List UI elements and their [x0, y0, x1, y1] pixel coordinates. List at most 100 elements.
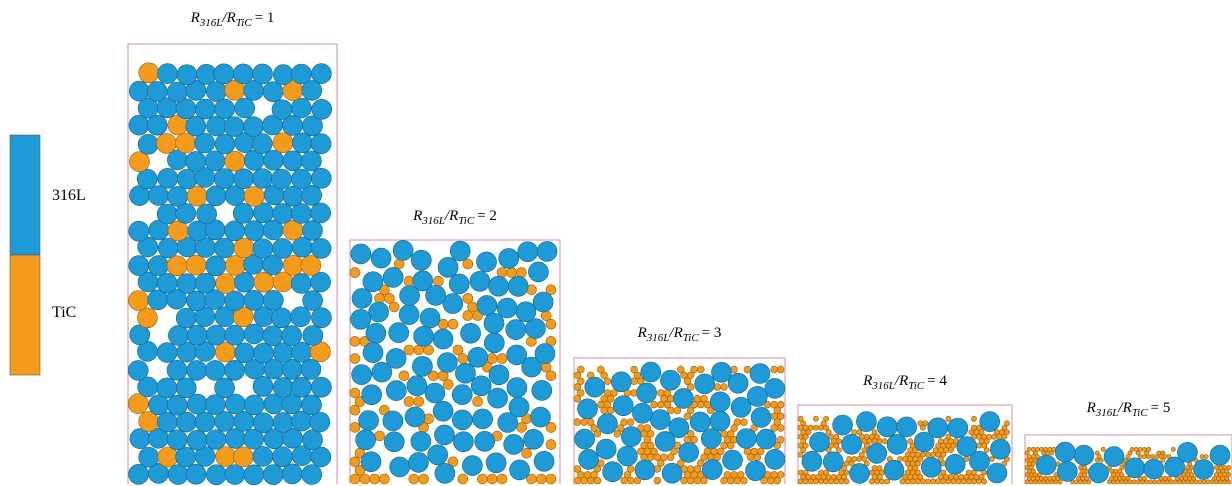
particle	[597, 366, 604, 373]
label-sub: TiC	[1132, 407, 1149, 419]
particle	[196, 273, 216, 293]
particle	[226, 255, 246, 275]
particle	[301, 255, 321, 275]
particle	[771, 366, 778, 373]
particle	[352, 288, 372, 308]
particle	[1044, 476, 1048, 480]
particle	[234, 238, 254, 258]
particle	[177, 274, 197, 294]
particle	[158, 447, 178, 467]
label-part: = 2	[477, 208, 497, 224]
particle	[370, 474, 380, 484]
particle	[303, 325, 323, 345]
particle	[487, 354, 497, 364]
particle	[655, 431, 675, 451]
particle	[264, 150, 284, 170]
particle	[461, 323, 481, 343]
particle	[1036, 455, 1056, 475]
particle	[577, 366, 584, 373]
particle	[651, 401, 658, 408]
particle	[187, 291, 207, 311]
particle	[536, 474, 546, 484]
particle	[379, 474, 389, 484]
particle	[771, 471, 778, 478]
particle	[147, 115, 167, 135]
particle	[350, 422, 360, 432]
particle	[177, 169, 197, 189]
particle	[157, 273, 177, 293]
particle	[463, 259, 473, 269]
particle	[695, 374, 715, 394]
particle	[291, 307, 311, 327]
label-part: = 5	[1151, 400, 1171, 416]
particle	[1142, 476, 1146, 480]
particle	[731, 471, 738, 478]
particle	[186, 464, 206, 484]
particle	[818, 470, 823, 475]
particle	[507, 268, 517, 278]
label-part: R	[412, 208, 422, 224]
particle	[971, 425, 976, 430]
particle	[721, 384, 728, 391]
particle	[350, 354, 360, 364]
particle	[449, 274, 469, 294]
particle	[803, 470, 808, 475]
particle	[433, 329, 453, 349]
particle	[216, 447, 236, 467]
particle	[1039, 447, 1043, 451]
particle	[802, 451, 822, 471]
particle	[216, 274, 236, 294]
particle	[273, 203, 293, 223]
particle	[187, 430, 207, 450]
particle	[433, 401, 453, 421]
particle	[291, 64, 311, 84]
label-sub: TiC	[683, 332, 700, 344]
particle	[254, 272, 274, 292]
particle	[777, 366, 784, 373]
label-part: R	[190, 10, 200, 26]
particle	[1149, 480, 1153, 484]
particle	[489, 365, 509, 385]
particle	[914, 432, 934, 452]
particle	[1147, 447, 1151, 451]
panel-label: R316L/RTiC= 5	[1086, 400, 1171, 419]
particle	[424, 345, 434, 355]
particle	[1206, 480, 1210, 484]
particle	[842, 434, 862, 454]
particle	[627, 466, 634, 473]
particle	[938, 439, 943, 444]
particle	[661, 454, 668, 461]
particle	[1167, 476, 1171, 480]
particle	[311, 168, 331, 188]
particle	[798, 470, 803, 475]
particle	[850, 463, 870, 483]
particle	[948, 418, 968, 438]
particle	[384, 432, 404, 452]
label-part: /R	[1117, 400, 1131, 416]
particle	[157, 412, 177, 432]
particle	[433, 276, 443, 286]
particle	[945, 454, 965, 474]
particle	[724, 471, 731, 478]
particle	[824, 470, 829, 475]
particle	[168, 186, 188, 206]
particle	[420, 308, 440, 328]
particle	[611, 372, 631, 392]
particle	[579, 449, 599, 469]
panel: R316L/RTiC= 4	[798, 373, 1012, 484]
particle	[129, 81, 149, 101]
particle	[371, 248, 391, 268]
particle	[438, 257, 458, 277]
particle	[214, 238, 234, 258]
particle	[350, 474, 360, 484]
particle	[186, 255, 206, 275]
particle	[282, 326, 302, 346]
particle	[450, 241, 470, 261]
particle	[635, 460, 655, 480]
particle	[856, 412, 876, 432]
particle	[253, 64, 273, 84]
particle	[130, 429, 150, 449]
particle	[882, 439, 887, 444]
particle	[489, 276, 509, 296]
label-part: /R	[221, 10, 235, 26]
